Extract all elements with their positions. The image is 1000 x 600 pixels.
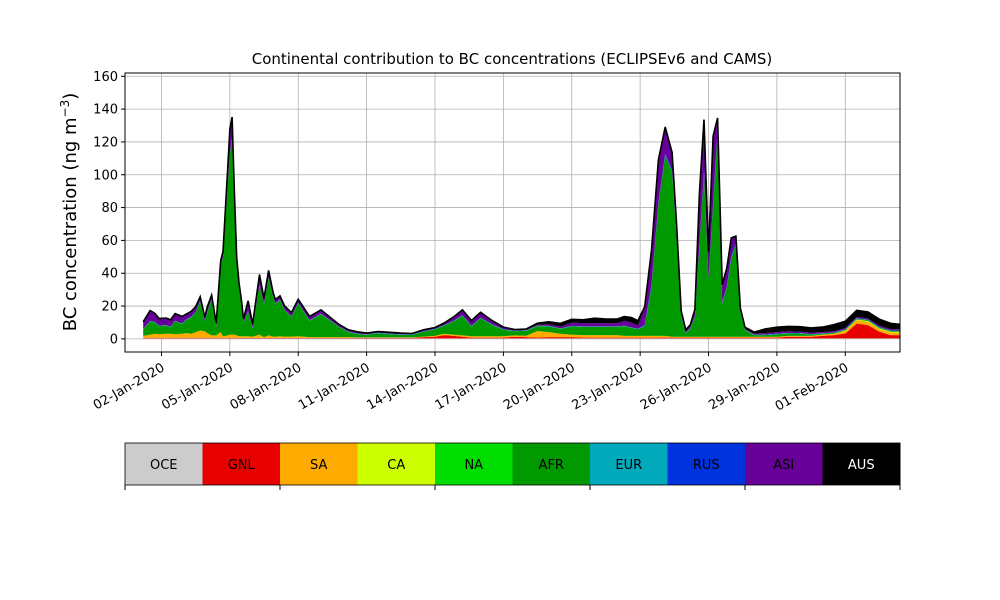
y-tick-label: 140 bbox=[93, 103, 118, 118]
x-tick-label: 17-Jan-2020 bbox=[433, 360, 510, 413]
plot-frame bbox=[124, 72, 901, 353]
legend-swatch-sa bbox=[280, 443, 358, 485]
grid bbox=[125, 73, 900, 352]
y-axis-label-close: ) bbox=[60, 93, 81, 100]
total-line bbox=[142, 116, 901, 335]
x-tick-label: 01-Feb-2020 bbox=[773, 360, 852, 414]
x-tick-label: 08-Jan-2020 bbox=[228, 360, 305, 413]
y-tick-label: 40 bbox=[101, 267, 118, 282]
legend-swatch-gnl bbox=[202, 443, 281, 485]
stacked-areas bbox=[143, 117, 900, 339]
legend-swatch-asi bbox=[745, 443, 823, 485]
y-tick-label: 60 bbox=[101, 234, 118, 249]
area-sa bbox=[143, 320, 900, 338]
legend-label-eur: EUR bbox=[615, 458, 642, 473]
x-tick-label: 29-Jan-2020 bbox=[706, 360, 783, 413]
legend-label-na: NA bbox=[464, 458, 483, 473]
y-axis: 0 20 40 60 80 100 120 140 160 bbox=[93, 70, 125, 347]
y-axis-label: BC concentration (ng m−3) bbox=[58, 93, 81, 332]
total-outline bbox=[142, 116, 901, 335]
area-oce bbox=[143, 338, 900, 339]
area-afr bbox=[143, 131, 900, 338]
chart-title: Continental contribution to BC concentra… bbox=[252, 50, 773, 68]
legend-label-ca: CA bbox=[387, 458, 405, 473]
y-tick-label: 80 bbox=[101, 201, 118, 216]
x-tick-label: 23-Jan-2020 bbox=[570, 360, 647, 413]
legend-swatch-afr bbox=[512, 443, 591, 485]
legend-swatch-na bbox=[435, 443, 513, 485]
area-gnl bbox=[143, 323, 900, 339]
x-tick-label: 20-Jan-2020 bbox=[501, 360, 578, 413]
legend-label-gnl: GNL bbox=[228, 458, 256, 473]
x-tick-label: 05-Jan-2020 bbox=[159, 360, 236, 413]
legend-label-sa: SA bbox=[310, 458, 327, 473]
area-asi bbox=[143, 117, 900, 335]
x-tick-label: 26-Jan-2020 bbox=[638, 360, 715, 413]
y-tick-label: 0 bbox=[110, 332, 118, 347]
y-tick-label: 160 bbox=[93, 70, 118, 85]
x-axis: 02-Jan-202005-Jan-202008-Jan-202011-Jan-… bbox=[91, 352, 851, 414]
y-tick-label: 20 bbox=[101, 300, 118, 315]
y-axis-label-exponent: −3 bbox=[58, 100, 72, 118]
legend-frame bbox=[124, 442, 901, 486]
legend-colorbar: OCE GNL SA CA NA AFR EUR RUS ASI AUS bbox=[124, 442, 901, 490]
legend-swatch-rus bbox=[667, 443, 746, 485]
legend-label-asi: ASI bbox=[773, 458, 794, 473]
legend-label-oce: OCE bbox=[150, 458, 178, 473]
legend-swatch-ca bbox=[357, 443, 436, 485]
legend-swatch-eur bbox=[590, 443, 668, 485]
x-tick-label: 14-Jan-2020 bbox=[364, 360, 441, 413]
legend-swatch-oce bbox=[125, 443, 203, 485]
legend-label-afr: AFR bbox=[539, 458, 564, 473]
y-tick-label: 120 bbox=[93, 135, 118, 150]
x-tick-label: 11-Jan-2020 bbox=[296, 360, 373, 413]
legend-label-aus: AUS bbox=[848, 458, 875, 473]
x-tick-label: 02-Jan-2020 bbox=[91, 360, 168, 413]
legend-label-rus: RUS bbox=[693, 458, 720, 473]
legend-swatch-aus bbox=[822, 443, 901, 485]
y-tick-label: 100 bbox=[93, 168, 118, 183]
